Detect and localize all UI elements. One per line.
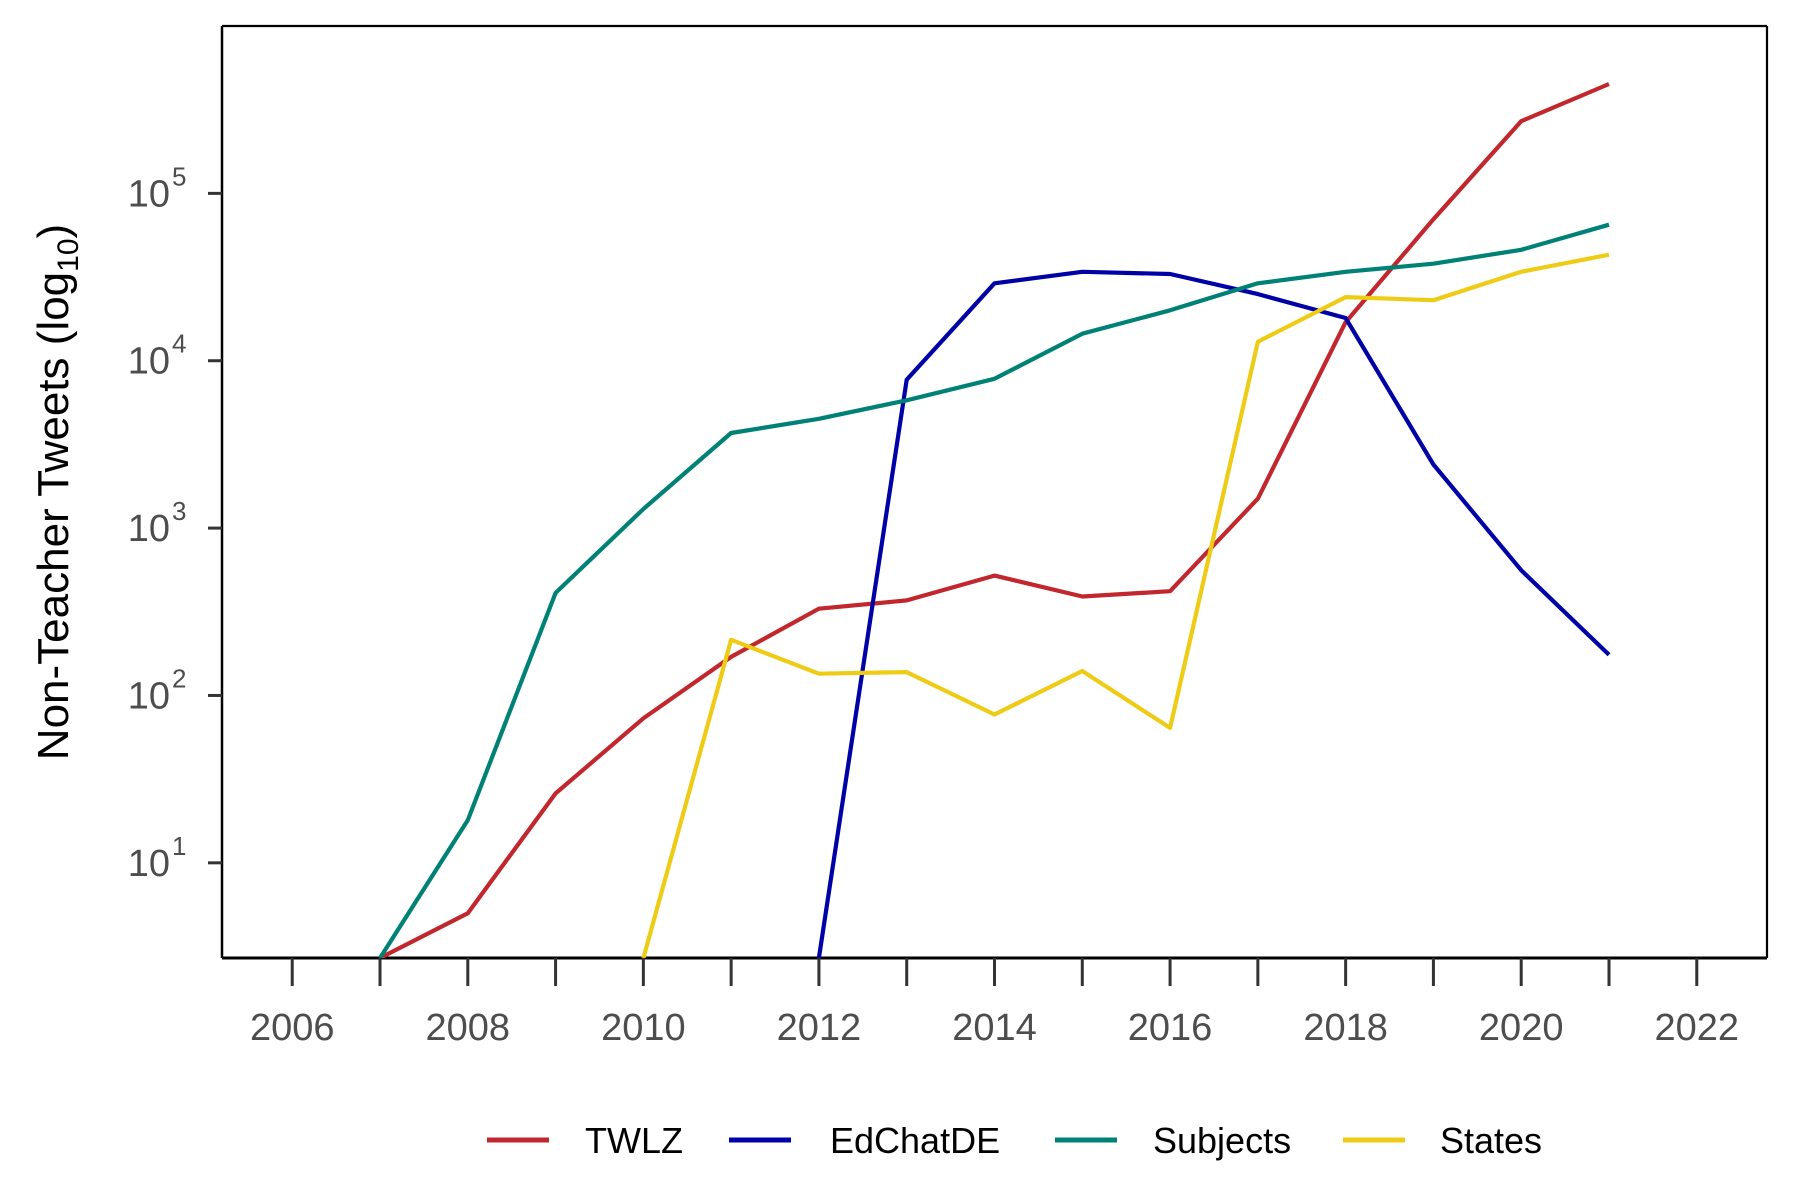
y-tick-label: 10 (128, 341, 170, 383)
y-tick-label: 10 (128, 675, 170, 717)
x-tick-label: 2012 (777, 1007, 862, 1049)
y-tick-exponent: 5 (172, 161, 186, 191)
y-tick-base: 10 (128, 843, 170, 885)
legend-item-edchatde: EdChatDE (729, 1120, 1000, 1161)
y-tick-label: 10 (128, 843, 170, 885)
x-tick-label: 2020 (1479, 1007, 1564, 1049)
y-axis-title-subscript: 10 (52, 238, 85, 271)
legend-item-twlz: TWLZ (487, 1120, 683, 1161)
legend-label: EdChatDE (830, 1120, 1000, 1161)
x-tick-label: 2008 (426, 1007, 511, 1049)
x-tick-label: 2014 (952, 1007, 1037, 1049)
series-line-edchatde (816, 269, 1611, 958)
y-tick-base: 10 (128, 341, 170, 383)
y-tick-exponent: 3 (172, 496, 186, 526)
legend-label: Subjects (1153, 1120, 1291, 1161)
y-axis-title-text: Non-Teacher Tweets (29, 357, 78, 760)
y-tick-label: 10 (128, 508, 170, 550)
y-axis-title-paren-close: ) (29, 224, 78, 239)
x-tick-label: 2006 (250, 1007, 335, 1049)
legend-label: States (1440, 1120, 1542, 1161)
y-tick-exponent: 1 (172, 831, 186, 861)
series-line-twlz (379, 82, 1610, 958)
series-line-subjects (378, 222, 1610, 958)
y-tick-exponent: 2 (172, 663, 186, 693)
x-tick-label: 2022 (1654, 1007, 1739, 1049)
y-tick-exponent: 4 (172, 329, 186, 359)
series-line-states (641, 252, 1610, 958)
x-tick-label: 2010 (601, 1007, 686, 1049)
y-axis-title-log: log (29, 272, 78, 331)
y-tick-base: 10 (128, 508, 170, 550)
x-tick-label: 2016 (1128, 1007, 1213, 1049)
y-axis-title: Non-Teacher Tweets (log10) (29, 224, 85, 760)
y-tick-base: 10 (128, 675, 170, 717)
y-tick-label: 10 (128, 173, 170, 215)
legend-label: TWLZ (585, 1120, 683, 1161)
legend-item-subjects: Subjects (1055, 1120, 1291, 1161)
legend-item-states: States (1343, 1120, 1542, 1161)
x-tick-label: 2018 (1303, 1007, 1388, 1049)
y-tick-base: 10 (128, 173, 170, 215)
y-axis-title-paren-open: ( (29, 330, 78, 357)
